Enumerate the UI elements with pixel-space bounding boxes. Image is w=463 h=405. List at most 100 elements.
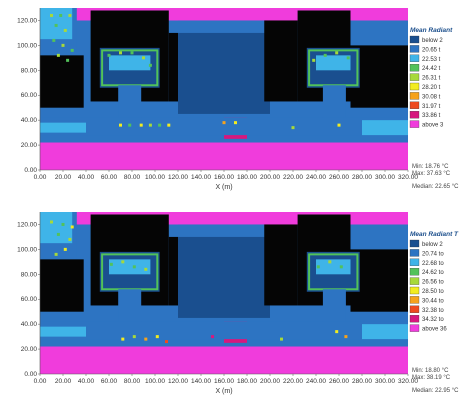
legend-title: Mean Radiant T xyxy=(410,231,459,238)
legend-swatch xyxy=(409,64,420,72)
x-tick-label: 160.00 xyxy=(214,378,234,385)
x-tick-label: 220.00 xyxy=(283,174,303,181)
hot-spot-26 xyxy=(234,121,237,125)
building-left-right xyxy=(168,236,178,306)
street-light-right xyxy=(362,120,408,136)
x-tick-label: 40.00 xyxy=(78,378,95,385)
y-tick-label: 20.00 xyxy=(21,142,38,149)
legend-swatch xyxy=(409,54,420,62)
stat-max: Max: 38.19 °C xyxy=(412,375,451,381)
stat-median: Median: 22.95 °C xyxy=(412,388,459,394)
hot-spot-12 xyxy=(328,260,332,264)
x-tick-label: 260.00 xyxy=(329,378,349,385)
street-light-left xyxy=(40,326,86,337)
chart-panel-1: 0.00 20.00 40.00 60.00 80.00 100.00 120.00 140.… xyxy=(0,0,463,200)
x-tick-label: 300.00 xyxy=(375,378,395,385)
hot-spot-15 xyxy=(312,58,316,62)
left-trunk xyxy=(118,85,142,121)
hot-spot-0 xyxy=(50,13,53,17)
heatmap-chart-2: 0.00 20.00 40.00 60.00 80.00 100.00 120.00 140.… xyxy=(17,212,459,395)
heatmap-chart-1: 0.00 20.00 40.00 60.00 80.00 100.00 120.00 140.… xyxy=(17,8,459,191)
legend-swatch xyxy=(409,249,420,257)
hot-spot-6 xyxy=(54,252,58,256)
legend-swatch xyxy=(409,286,420,295)
stat-max: Max: 37.63 °C xyxy=(412,171,451,177)
y-tick-label: 120.00 xyxy=(17,17,37,24)
legend-label: 30.44 to xyxy=(422,298,444,304)
x-tick-label: 320.00 xyxy=(398,174,418,181)
stat-median: Median: 22.65 °C xyxy=(412,184,459,190)
x-tick-label: 180.00 xyxy=(237,378,257,385)
x-tick-label: 240.00 xyxy=(306,378,326,385)
x-tick-label: 200.00 xyxy=(260,174,280,181)
building-right-outer xyxy=(350,45,408,108)
x-tick-label: 320.00 xyxy=(398,378,418,385)
legend-label: below 2 xyxy=(422,242,443,248)
x-tick-label: 80.00 xyxy=(124,174,141,181)
legend-label: above 36 xyxy=(422,327,447,333)
hot-spot-12 xyxy=(130,51,134,55)
left-trunk xyxy=(118,289,142,325)
x-tick-label: 120.00 xyxy=(168,378,188,385)
x-tick-label: 200.00 xyxy=(260,378,280,385)
stat-min: Min: 18.76 °C xyxy=(412,164,449,170)
x-tick-label: 20.00 xyxy=(55,174,72,181)
hot-spot-10 xyxy=(107,53,111,57)
x-tick-label: 80.00 xyxy=(124,378,141,385)
legend-swatch xyxy=(409,82,420,91)
building-right-left xyxy=(264,224,298,306)
x-tick-label: 60.00 xyxy=(101,174,118,181)
right-trunk xyxy=(322,85,346,121)
x-tick-label: 40.00 xyxy=(78,174,95,181)
hot-spot-20 xyxy=(128,123,132,127)
y-tick-label: 0.00 xyxy=(24,371,37,378)
x-tick-label: 20.00 xyxy=(55,378,72,385)
legend-swatch xyxy=(409,35,420,44)
legend-label: above 3 xyxy=(422,123,444,129)
hot-spot-17 xyxy=(155,335,159,339)
street-band xyxy=(40,117,408,136)
legend-label: 26.56 to xyxy=(422,280,444,286)
x-tick-label: 100.00 xyxy=(145,174,165,181)
hot-spot-1 xyxy=(61,222,65,226)
x-tick-label: 140.00 xyxy=(191,174,211,181)
legend-swatch xyxy=(409,296,420,304)
hot-spot-22 xyxy=(148,123,152,127)
x-tick-label: 100.00 xyxy=(145,378,165,385)
legend-label: 34.32 to xyxy=(422,317,444,323)
legend-label: 24.42 t xyxy=(422,66,441,72)
legend-label: 20.74 to xyxy=(422,251,444,257)
legend-swatch xyxy=(409,73,420,81)
y-tick-label: 80.00 xyxy=(21,271,38,278)
legend-label: 31.97 t xyxy=(422,104,441,110)
y-tick-label: 80.00 xyxy=(21,67,38,74)
stat-min: Min: 18.80 °C xyxy=(412,368,449,374)
y-tick-label: 100.00 xyxy=(17,246,37,253)
legend-label: 28.50 to xyxy=(422,289,444,295)
hot-spot-11 xyxy=(119,51,122,55)
legend-label: 22.68 to xyxy=(422,261,444,267)
legend-swatch xyxy=(409,111,420,119)
x-tick-label: 60.00 xyxy=(101,378,118,385)
hot-spot-24 xyxy=(167,123,171,127)
hot-spot-3 xyxy=(54,23,58,27)
hot-spot-21 xyxy=(211,335,214,339)
x-tick-label: 280.00 xyxy=(352,174,372,181)
hot-spot-8 xyxy=(56,53,60,57)
y-tick-label: 60.00 xyxy=(21,296,38,303)
legend-label: 24.62 to xyxy=(422,270,444,276)
hot-spot-6 xyxy=(61,43,65,47)
hot-spot-1 xyxy=(59,13,63,17)
hot-spot-3 xyxy=(56,232,60,236)
hot-spot-8 xyxy=(121,260,125,264)
legend-swatch xyxy=(409,258,420,266)
central-cool-zone xyxy=(178,32,270,114)
hot-spot-18 xyxy=(346,56,350,60)
hot-spot-7 xyxy=(70,48,74,52)
x-tick-label: 0.00 xyxy=(34,174,47,181)
hot-spot-14 xyxy=(121,337,125,341)
central-cool-zone xyxy=(178,236,270,318)
bottom-hot-zone xyxy=(40,142,408,170)
corner-cool xyxy=(40,8,73,40)
legend-label: 30.08 t xyxy=(422,94,441,100)
